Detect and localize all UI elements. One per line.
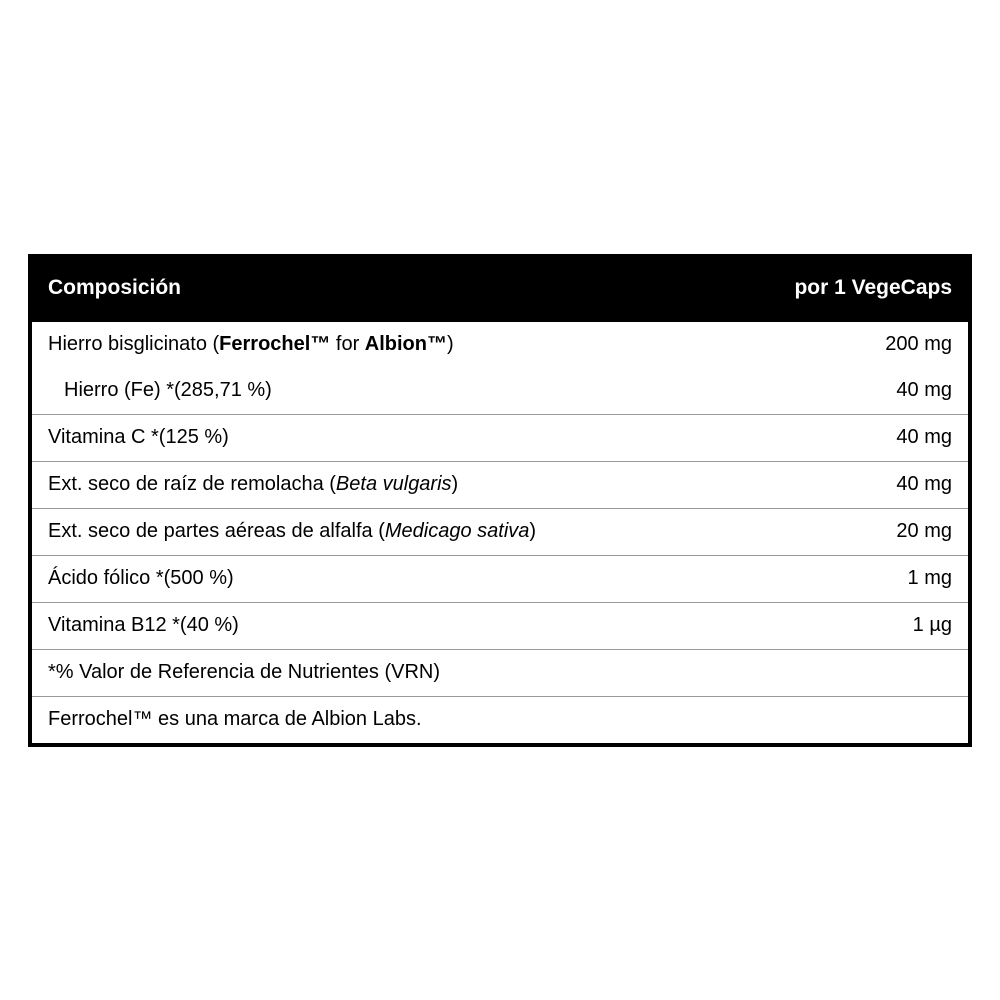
table-row: Vitamina C *(125 %) 40 mg [32,415,968,462]
footer-row: Ferrochel™ es una marca de Albion Labs. [32,697,968,743]
row-value: 1 µg [913,614,952,637]
table-row: Ácido fólico *(500 %) 1 mg [32,556,968,603]
row-value: 40 mg [896,426,952,449]
header-left: Composición [48,276,181,300]
footer-row: *% Valor de Referencia de Nutrientes (VR… [32,650,968,697]
header-right: por 1 VegeCaps [794,276,952,300]
row-label: Hierro bisglicinato (Ferrochel™ for Albi… [48,333,885,356]
row-value: 1 mg [908,567,952,590]
table-row: Hierro (Fe) *(285,71 %) 40 mg [32,368,968,415]
nutrition-table: Composición por 1 VegeCaps Hierro bisgli… [28,254,972,747]
row-value: 40 mg [896,473,952,496]
table-body: Hierro bisglicinato (Ferrochel™ for Albi… [32,322,968,743]
table-header: Composición por 1 VegeCaps [32,258,968,322]
row-label: Vitamina C *(125 %) [48,426,896,449]
row-label: Ext. seco de raíz de remolacha (Beta vul… [48,473,896,496]
row-label: Vitamina B12 *(40 %) [48,614,913,637]
table-row: Ext. seco de partes aéreas de alfalfa (M… [32,509,968,556]
row-value: 200 mg [885,333,952,356]
row-label: Ext. seco de partes aéreas de alfalfa (M… [48,520,896,543]
row-label: Ácido fólico *(500 %) [48,567,908,590]
table-row: Hierro bisglicinato (Ferrochel™ for Albi… [32,322,968,368]
row-value: 40 mg [896,379,952,402]
row-value: 20 mg [896,520,952,543]
table-row: Vitamina B12 *(40 %) 1 µg [32,603,968,650]
row-label: Hierro (Fe) *(285,71 %) [48,379,896,402]
table-row: Ext. seco de raíz de remolacha (Beta vul… [32,462,968,509]
